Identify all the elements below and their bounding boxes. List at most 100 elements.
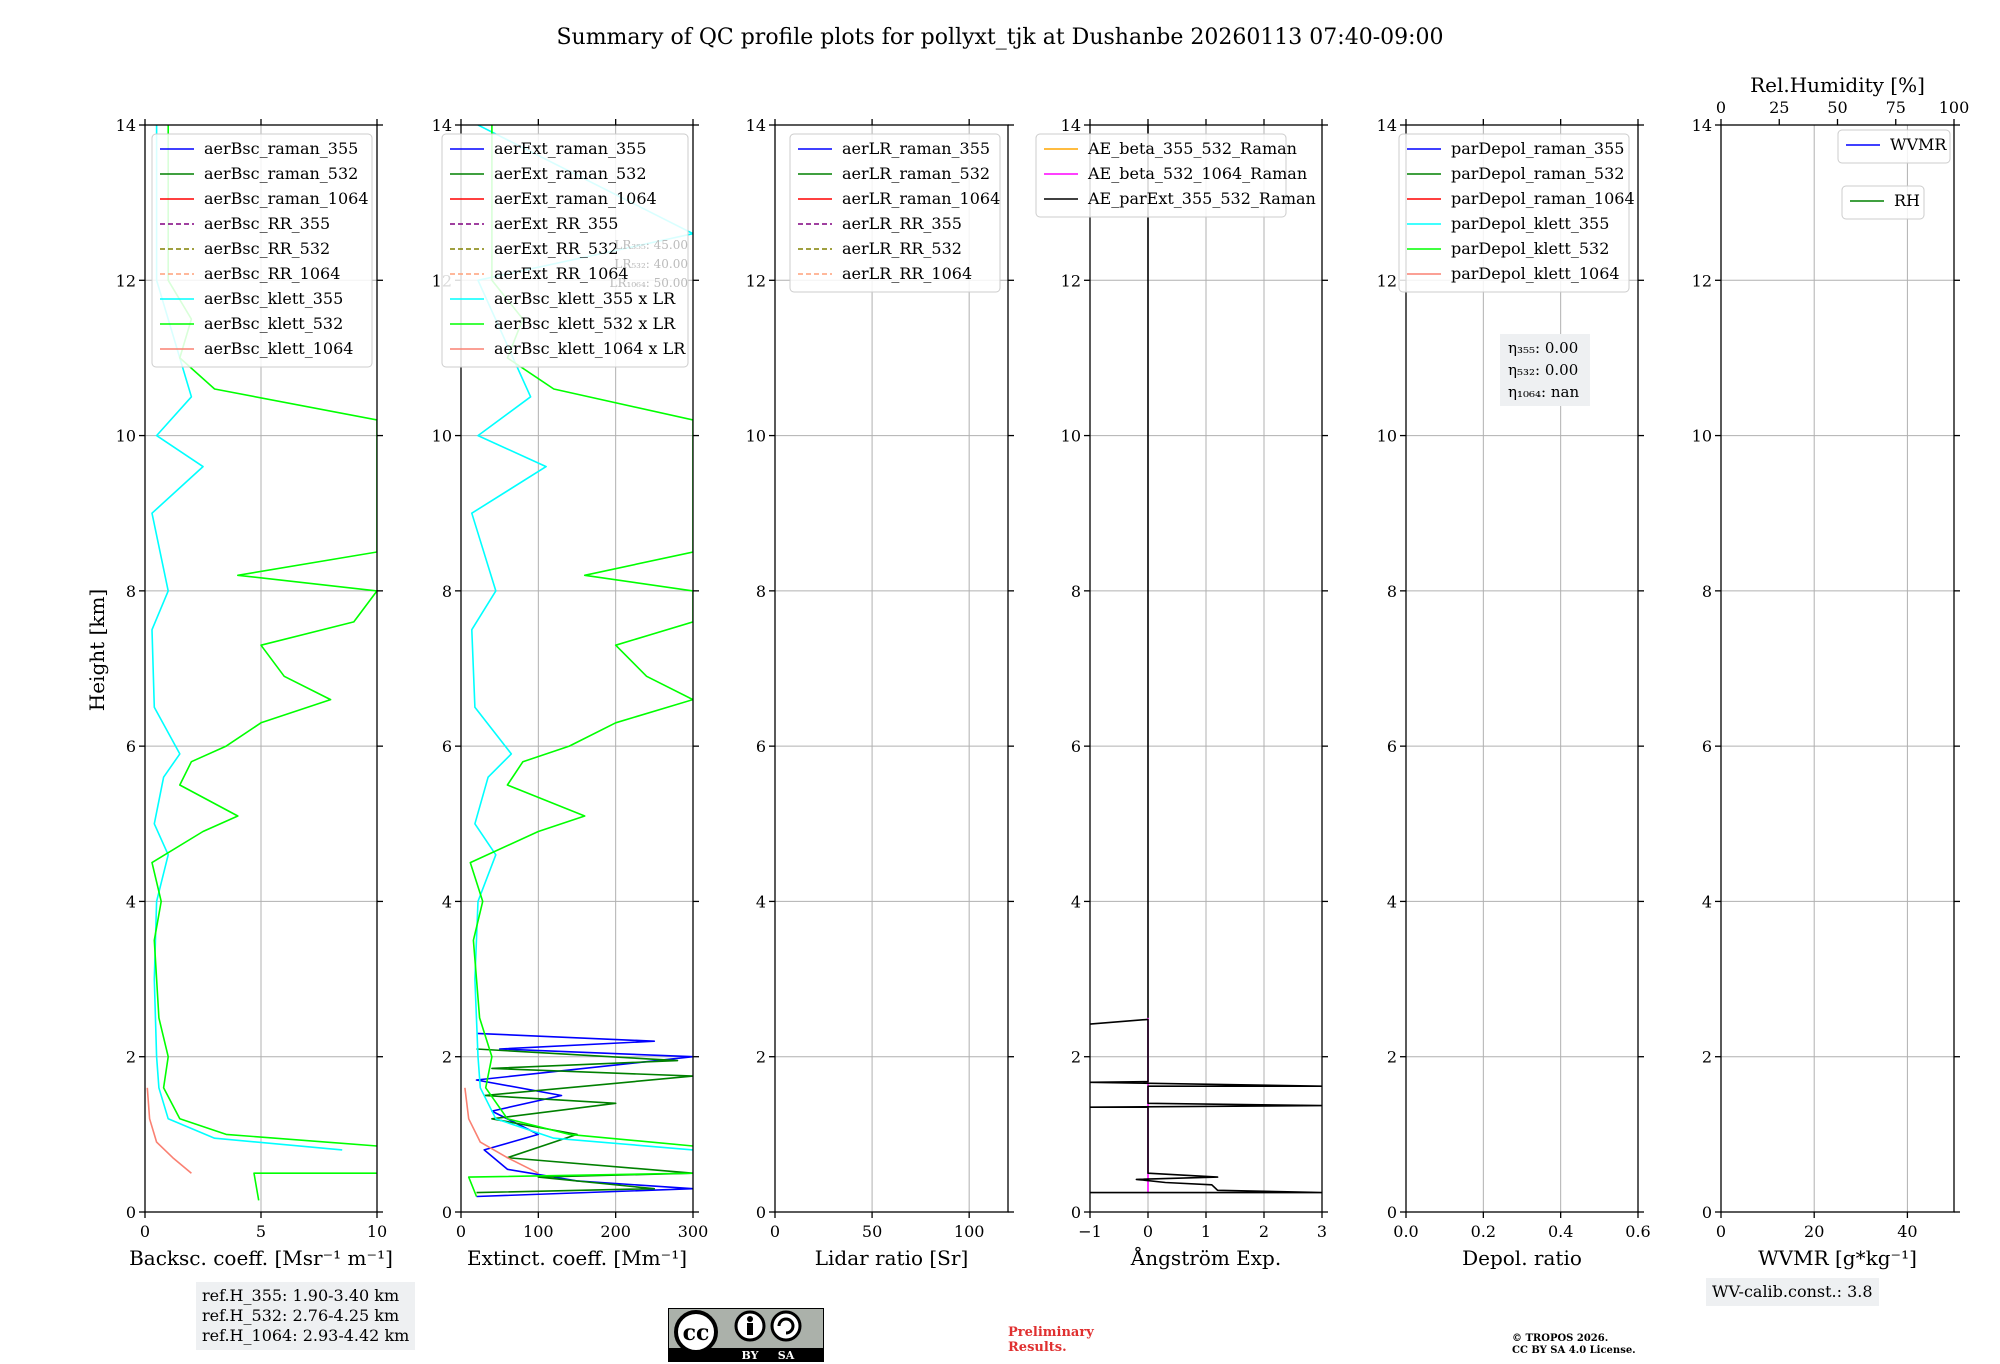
series-aerBsc_klett_532 bbox=[151, 125, 377, 1147]
legend-entry: aerLR_raman_1064 bbox=[842, 189, 1000, 208]
x-tick-label: 40 bbox=[1897, 1222, 1917, 1241]
legend-entry: parDepol_klett_532 bbox=[1451, 239, 1609, 258]
preliminary-note: Preliminary Results. bbox=[1008, 1325, 1094, 1355]
legend-rh: RH bbox=[1841, 185, 1925, 220]
x-axis-label: Ångström Exp. bbox=[1130, 1245, 1281, 1270]
y-tick-label: 12 bbox=[1061, 271, 1081, 290]
axes-frame bbox=[774, 124, 1009, 1213]
y-tick-label: 4 bbox=[1071, 892, 1081, 911]
y-tick-label: 0 bbox=[756, 1203, 766, 1222]
series-aerBsc_klett_1064 x LR bbox=[464, 1087, 539, 1174]
y-tick-label: 2 bbox=[1387, 1048, 1397, 1067]
legend-entry: AE_beta_532_1064_Raman bbox=[1087, 164, 1307, 183]
x-axis-label: WVMR [g*kg⁻¹] bbox=[1758, 1246, 1917, 1270]
y-tick-label: 14 bbox=[432, 116, 452, 135]
series-aerBsc_klett_532_low x LR bbox=[467, 1172, 693, 1197]
x-tick-label: 5 bbox=[256, 1222, 266, 1241]
legend-box bbox=[1398, 133, 1630, 293]
y-tick-label: 8 bbox=[1702, 582, 1712, 601]
x-tick-label: 0 bbox=[456, 1222, 466, 1241]
legend-entry: AE_parExt_355_532_Raman bbox=[1087, 189, 1316, 208]
figure-title: Summary of QC profile plots for pollyxt_… bbox=[556, 25, 1443, 50]
x-tick-label: 100 bbox=[954, 1222, 985, 1241]
axes-frame bbox=[1405, 124, 1639, 1213]
legend-entry: parDepol_klett_355 bbox=[1451, 214, 1609, 233]
legend-entry: aerExt_raman_532 bbox=[494, 164, 647, 183]
legend-box bbox=[1837, 129, 1951, 164]
series-AE_parExt_355_532_Raman bbox=[1090, 1018, 1322, 1194]
series-aerBsc_klett_532 x LR bbox=[469, 125, 693, 1147]
legend-entry: aerBsc_raman_1064 bbox=[204, 189, 369, 208]
axes-frame bbox=[460, 124, 694, 1213]
legend-entry: aerLR_RR_355 bbox=[842, 214, 962, 233]
ref-height-532: ref.H_532: 2.76-4.25 km bbox=[202, 1306, 400, 1325]
y-tick-label: 4 bbox=[1702, 892, 1712, 911]
series-aerBsc_klett_355 bbox=[151, 125, 343, 1151]
panel-bsc: 0 5 10 0 2 4 6 8 10 12 14 Backsc. coeff. [Msr⁻¹ m⁻¹… bbox=[116, 116, 393, 1270]
y-tick-label: 6 bbox=[126, 737, 136, 756]
y-tick-label: 12 bbox=[746, 271, 766, 290]
x-axis-label: Depol. ratio bbox=[1462, 1246, 1582, 1270]
legend-box bbox=[1035, 133, 1287, 218]
x-tick-label: 0 bbox=[1716, 1222, 1726, 1241]
panel-lr: 0 50 100 0 2 4 6 8 10 12 14 Lidar ratio [Sr] aerLR_r… bbox=[746, 116, 1014, 1270]
x-tick-label: 2 bbox=[1259, 1222, 1269, 1241]
x-axis-label: Backsc. coeff. [Msr⁻¹ m⁻¹] bbox=[129, 1246, 393, 1270]
legend-entry: aerBsc_RR_532 bbox=[204, 239, 330, 258]
x-tick-label: 100 bbox=[523, 1222, 554, 1241]
panel-depol: 0.0 0.2 0.4 0.6 0 2 4 6 8 10 12 14 Depol. ratio parDe… bbox=[1377, 116, 1651, 1270]
legend-entry: aerLR_RR_532 bbox=[842, 239, 962, 258]
reference-height-box: ref.H_355: 1.90-3.40 km ref.H_532: 2.76-… bbox=[196, 1282, 416, 1350]
x-tick-label: 0 bbox=[770, 1222, 780, 1241]
top-axis-tick-label: 75 bbox=[1886, 98, 1906, 117]
y-tick-label: 12 bbox=[1692, 271, 1712, 290]
y-tick-label: 10 bbox=[1377, 427, 1397, 446]
ref-height-1064: ref.H_1064: 2.93-4.42 km bbox=[202, 1326, 410, 1345]
copyright-note: © TROPOS 2026. CC BY SA 4.0 License. bbox=[1512, 1333, 1636, 1357]
y-tick-label: 0 bbox=[1387, 1203, 1397, 1222]
wv-calibration-box: WV-calib.const.: 3.8 bbox=[1706, 1278, 1879, 1306]
x-tick-label: 10 bbox=[367, 1222, 387, 1241]
y-tick-label: 10 bbox=[1061, 427, 1081, 446]
legend-entry: aerBsc_raman_532 bbox=[204, 164, 358, 183]
legend: parDepol_raman_355 parDepol_raman_532 parD… bbox=[1398, 133, 1635, 293]
panel-ext: 010020030002468101214Extinct. coeff. [Mm… bbox=[432, 116, 709, 1270]
x-tick-label: 0.6 bbox=[1625, 1222, 1650, 1241]
y-tick-label: 2 bbox=[1702, 1048, 1712, 1067]
legend: aerLR_raman_355 aerLR_raman_532 aerLR_rama… bbox=[789, 133, 1001, 293]
top-axis-tick-label: 0 bbox=[1716, 98, 1726, 117]
y-tick-label: 6 bbox=[1702, 737, 1712, 756]
x-tick-label: 0.2 bbox=[1471, 1222, 1496, 1241]
top-axis-label: Rel.Humidity [%] bbox=[1750, 73, 1925, 97]
copyright-line-1: © TROPOS 2026. bbox=[1512, 1333, 1609, 1344]
top-axis-tick-label: 25 bbox=[1769, 98, 1789, 117]
x-tick-label: 50 bbox=[862, 1222, 882, 1241]
legend-entry: aerExt_RR_1064 bbox=[494, 264, 629, 283]
x-tick-label: 0.0 bbox=[1393, 1222, 1418, 1241]
legend-entry: aerBsc_klett_532 x LR bbox=[494, 314, 676, 333]
legend: WVMR bbox=[1837, 129, 1951, 164]
legend-entry: aerBsc_klett_1064 bbox=[204, 339, 353, 358]
legend: AE_beta_355_532_Raman AE_beta_532_1064_Ra… bbox=[1035, 133, 1316, 218]
eta-annotation: η₃₅₅: 0.00 bbox=[1508, 339, 1578, 357]
y-tick-label: 2 bbox=[126, 1048, 136, 1067]
x-axis-label: Lidar ratio [Sr] bbox=[815, 1246, 969, 1270]
y-tick-label: 8 bbox=[442, 582, 452, 601]
y-tick-label: 4 bbox=[126, 892, 136, 911]
y-tick-label: 10 bbox=[1692, 427, 1712, 446]
series-aerBsc_klett_532_low bbox=[253, 1172, 377, 1201]
legend-entry: aerBsc_klett_532 bbox=[204, 314, 343, 333]
legend-entry: aerExt_raman_355 bbox=[494, 139, 647, 158]
x-tick-label: 0.4 bbox=[1548, 1222, 1573, 1241]
y-tick-label: 0 bbox=[126, 1203, 136, 1222]
y-tick-label: 6 bbox=[1387, 737, 1397, 756]
series-aerBsc_klett_355 x LR bbox=[470, 125, 693, 1151]
cc-license-badge: cc BY SA bbox=[668, 1308, 824, 1362]
y-tick-label: 12 bbox=[116, 271, 136, 290]
x-tick-label: 3 bbox=[1317, 1222, 1327, 1241]
eta-annotation: η₁₀₆₄: nan bbox=[1508, 383, 1579, 401]
cc-logo-text: cc bbox=[683, 1320, 710, 1346]
legend-box bbox=[789, 133, 1001, 293]
